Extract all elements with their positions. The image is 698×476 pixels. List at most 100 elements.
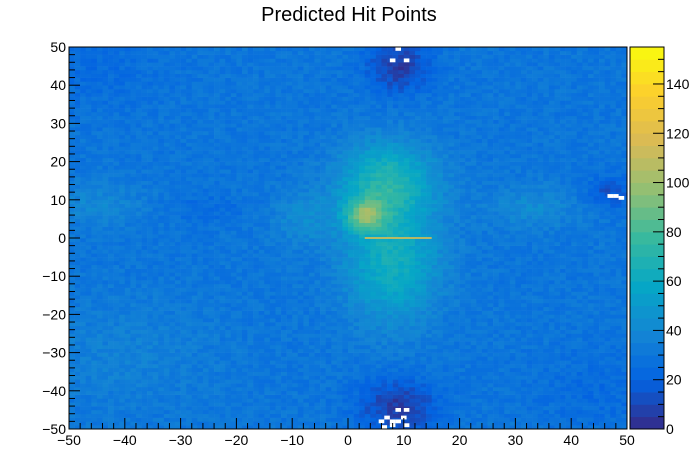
- heatmap-cell: [532, 329, 539, 334]
- heatmap-cell: [476, 295, 483, 300]
- heatmap-cell: [571, 333, 578, 338]
- heatmap-cell: [169, 394, 176, 399]
- heatmap-cell: [593, 260, 600, 266]
- heatmap-cell: [80, 249, 87, 254]
- heatmap-cell: [320, 306, 326, 311]
- heatmap-cell: [119, 341, 126, 346]
- heatmap-cell: [548, 413, 555, 418]
- heatmap-cell: [225, 268, 232, 273]
- heatmap-cell: [437, 333, 444, 338]
- heatmap-cell: [571, 291, 578, 296]
- heatmap-cell: [587, 379, 594, 384]
- heatmap-cell: [381, 341, 388, 346]
- heatmap-cell: [454, 253, 460, 258]
- heatmap-cell: [80, 253, 87, 258]
- heatmap-cell: [163, 238, 170, 243]
- heatmap-cell: [465, 413, 472, 418]
- heatmap-cell: [515, 287, 522, 292]
- heatmap-cell: [504, 371, 511, 376]
- heatmap-cell: [214, 280, 220, 285]
- heatmap-cell: [80, 386, 87, 392]
- heatmap-cell: [241, 375, 248, 380]
- heatmap-cell: [560, 253, 566, 258]
- heatmap-cell: [504, 356, 511, 361]
- heatmap-cell: [526, 371, 533, 376]
- heatmap-cell: [135, 348, 142, 353]
- heatmap-cell: [420, 318, 427, 323]
- heatmap-cell: [615, 299, 622, 304]
- heatmap-cell: [381, 360, 388, 365]
- heatmap-cell: [565, 344, 572, 350]
- heatmap-cell: [582, 287, 589, 292]
- heatmap-cell: [158, 306, 165, 311]
- heatmap-cell: [498, 291, 505, 296]
- heatmap-cell: [303, 406, 310, 411]
- heatmap-cell: [615, 406, 622, 411]
- heatmap-cell: [470, 379, 477, 384]
- heatmap-cell: [74, 409, 81, 415]
- heatmap-cell: [286, 314, 293, 319]
- heatmap-cell: [281, 341, 287, 346]
- heatmap-cell: [281, 287, 287, 292]
- heatmap-cell: [615, 341, 622, 346]
- heatmap-cell: [320, 280, 326, 285]
- heatmap-cell: [493, 329, 499, 334]
- heatmap-cell: [493, 383, 499, 388]
- heatmap-cell: [554, 394, 561, 399]
- heatmap-cell: [381, 398, 388, 403]
- heatmap-cell: [593, 352, 600, 357]
- heatmap-cell: [571, 425, 578, 429]
- heatmap-cell: [398, 310, 405, 315]
- heatmap-cell: [297, 322, 304, 327]
- heatmap-cell: [498, 360, 505, 365]
- heatmap-cell: [208, 310, 215, 315]
- heatmap-cell: [465, 360, 472, 365]
- heatmap-cell: [442, 348, 449, 353]
- heatmap-cell: [604, 333, 611, 338]
- heatmap-cell: [275, 360, 282, 365]
- heatmap-cell: [375, 390, 382, 395]
- heatmap-cell: [91, 413, 98, 418]
- heatmap-cell: [186, 417, 193, 422]
- heatmap-cell: [442, 417, 449, 422]
- heatmap-cell: [414, 413, 421, 418]
- heatmap-cell: [225, 310, 232, 315]
- heatmap-cell: [599, 398, 605, 403]
- heatmap-cell: [247, 276, 254, 281]
- heatmap-cell: [124, 371, 131, 376]
- heatmap-cell: [587, 333, 594, 338]
- heatmap-cell: [387, 306, 393, 311]
- heatmap-cell: [420, 348, 427, 353]
- heatmap-cell: [543, 302, 550, 308]
- heatmap-cell: [175, 329, 181, 334]
- heatmap-cell: [548, 367, 555, 372]
- heatmap-cell: [180, 299, 187, 304]
- heatmap-cell: [219, 322, 226, 327]
- heatmap-cell: [186, 409, 193, 415]
- heatmap-cell: [476, 406, 483, 411]
- heatmap-cell: [241, 272, 248, 277]
- heatmap-cell: [152, 314, 159, 319]
- heatmap-cell: [208, 329, 215, 334]
- heatmap-cell: [264, 402, 271, 407]
- heatmap-cell: [230, 249, 237, 254]
- heatmap-cell: [208, 295, 215, 300]
- heatmap-cell: [526, 425, 533, 429]
- heatmap-cell: [180, 291, 187, 296]
- heatmap-cell: [236, 341, 243, 346]
- heatmap-cell: [74, 360, 81, 365]
- heatmap-cell: [186, 375, 193, 380]
- heatmap-cell: [230, 348, 237, 353]
- heatmap-cell: [459, 379, 466, 384]
- heatmap-cell: [375, 245, 382, 250]
- heatmap-cell: [186, 257, 193, 262]
- heatmap-cell: [286, 383, 293, 388]
- heatmap-cell: [610, 390, 617, 395]
- heatmap-cell: [476, 241, 483, 246]
- heatmap-cell: [191, 276, 198, 281]
- heatmap-cell: [219, 287, 226, 292]
- heatmap-cell: [582, 337, 589, 342]
- heatmap-cell: [85, 306, 92, 311]
- heatmap-cell: [320, 379, 326, 384]
- heatmap-cell: [74, 314, 81, 319]
